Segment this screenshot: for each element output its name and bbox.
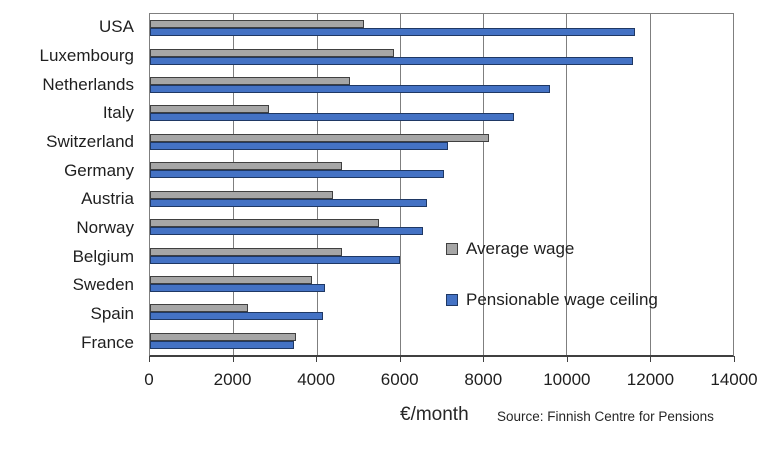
axis-tick-label-6000: 6000 [380, 370, 419, 389]
axis-tick-label-2000: 2000 [213, 370, 252, 389]
pensionable-ceiling-bar [150, 312, 323, 321]
pensionable-ceiling-bar [150, 227, 423, 236]
average-wage-bar [150, 105, 269, 114]
axis-tick-12000 [650, 356, 652, 362]
bar-group-belgium [150, 241, 733, 269]
axis-tick-0 [149, 356, 150, 362]
legend-label: Pensionable wage ceiling [466, 290, 658, 309]
bar-group-france [150, 327, 733, 355]
axis-tick-label-10000: 10000 [543, 370, 591, 389]
pensionable-ceiling-bar [150, 170, 444, 179]
pensionable-ceiling-bar [150, 198, 427, 207]
pensionable-ceiling-bar [150, 85, 550, 94]
average-wage-bar [150, 190, 334, 199]
axis-tick-label-0: 0 [144, 370, 154, 389]
average-wage-bar [150, 247, 342, 256]
axis-tick-label-12000: 12000 [626, 370, 675, 389]
pensionable-ceiling-bar [150, 340, 294, 349]
average-wage-bar [150, 219, 380, 228]
category-label-netherlands: Netherlands [42, 74, 134, 94]
category-label-sweden: Sweden [72, 275, 134, 295]
pensionable-ceiling-bar [150, 56, 634, 65]
category-label-luxembourg: Luxembourg [39, 45, 134, 65]
bar-group-norway [150, 213, 733, 241]
x-axis-title: €/month [400, 404, 469, 425]
x-axis-tick-marks [149, 356, 735, 362]
average-wage-bar [150, 77, 350, 86]
axis-tick-8000 [483, 356, 485, 362]
average-wage-bar [150, 133, 490, 142]
y-axis-category-labels: USA Luxembourg Netherlands Italy Switzerland… [0, 13, 142, 357]
category-label-germany: Germany [64, 160, 134, 180]
pensionable-ceiling-bar [150, 141, 448, 150]
category-label-belgium: Belgium [72, 246, 134, 266]
category-label-france: France [81, 332, 134, 352]
plot-area [149, 13, 734, 357]
category-label-usa: USA [99, 17, 134, 37]
axis-tick-14000 [734, 356, 735, 362]
category-label-italy: Italy [102, 103, 134, 123]
average-wage-bar [150, 48, 394, 57]
bar-group-switzerland [150, 128, 733, 156]
axis-tick-label-8000: 8000 [464, 370, 503, 389]
axis-tick-10000 [566, 356, 568, 362]
axis-tick-label-4000: 4000 [297, 370, 336, 389]
category-label-spain: Spain [90, 303, 134, 323]
bar-group-spain [150, 298, 733, 326]
pensionable-ceiling-bar [150, 113, 515, 122]
gridline-8000 [483, 14, 485, 355]
bar-group-italy [150, 99, 733, 127]
category-label-austria: Austria [81, 189, 134, 209]
axis-tick-4000 [316, 356, 318, 362]
pensionable-ceiling-bar [150, 28, 636, 37]
gridline-6000 [399, 14, 401, 355]
pensionable-ceiling-bar [150, 255, 400, 264]
legend-item-average-wage: Average wage [446, 239, 574, 259]
average-wage-bar [150, 162, 342, 171]
average-wage-bar [150, 20, 365, 29]
source-note: Source: Finnish Centre for Pensions [497, 409, 714, 424]
gridline-4000 [316, 14, 318, 355]
pensionable-ceiling-bar [150, 283, 325, 292]
average-wage-swatch-icon [446, 243, 458, 255]
x-axis-tick-labels: 0 2000 4000 6000 8000 10000 12000 14000 [144, 370, 757, 392]
legend-label: Average wage [466, 239, 575, 258]
gridline-2000 [233, 14, 235, 355]
average-wage-bar [150, 332, 296, 341]
average-wage-bar [150, 304, 248, 313]
axis-tick-label-14000: 14000 [710, 370, 758, 389]
category-label-switzerland: Switzerland [46, 131, 134, 151]
bar-group-germany [150, 156, 733, 184]
bar-group-sweden [150, 270, 733, 298]
bar-group-netherlands [150, 71, 733, 99]
gridline-10000 [566, 14, 568, 355]
pensionable-wage-ceiling-swatch-icon [446, 294, 458, 306]
axis-tick-2000 [232, 356, 234, 362]
bar-group-austria [150, 185, 733, 213]
gridline-12000 [649, 14, 651, 355]
bar-group-usa [150, 14, 733, 42]
bar-group-luxembourg [150, 42, 733, 70]
category-label-norway: Norway [76, 217, 134, 237]
legend-item-pensionable-wage-ceiling: Pensionable wage ceiling [446, 290, 658, 310]
axis-tick-6000 [399, 356, 401, 362]
average-wage-bar [150, 275, 313, 284]
